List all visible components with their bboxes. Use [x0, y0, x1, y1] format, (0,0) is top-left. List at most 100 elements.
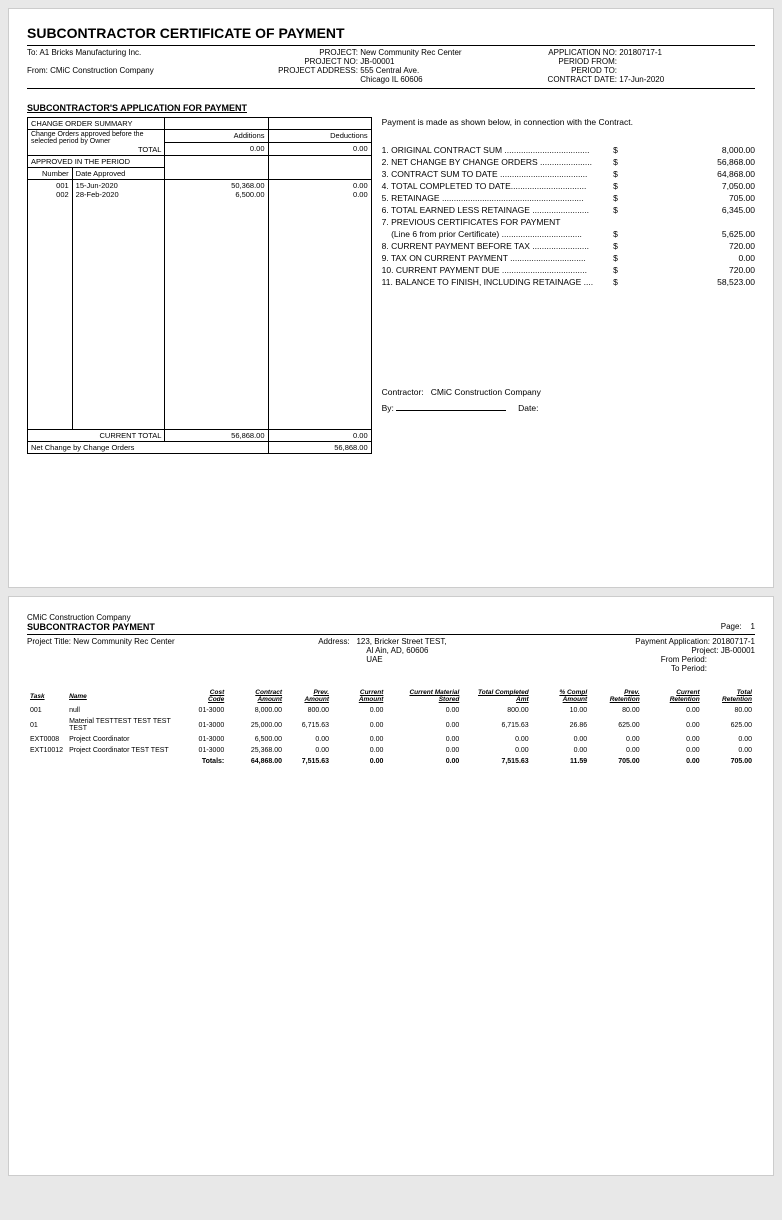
detail-col: Current Retention	[643, 687, 703, 705]
date-label: Date:	[518, 403, 538, 413]
detail-col: Task	[27, 687, 66, 705]
detail-col: Prev. Amount	[285, 687, 332, 705]
detail-row: EXT10012Project Coordinator TEST TEST01-…	[27, 745, 755, 756]
pay-line-label: 6. TOTAL EARNED LESS RETAINAGE .........…	[382, 205, 613, 215]
contract-date-label: CONTRACT DATE:	[522, 75, 617, 84]
pay-intro: Payment is made as shown below, in conne…	[382, 117, 755, 127]
approved-period-label: APPROVED IN THE PERIOD	[28, 156, 165, 168]
address-label: PROJECT ADDRESS:	[260, 66, 358, 75]
period-from-label: PERIOD FROM:	[522, 57, 617, 66]
p2-company: CMiC Construction Company	[27, 613, 755, 622]
p2-address-label: Address:	[318, 637, 350, 646]
period-to-label: PERIOD TO:	[522, 66, 617, 75]
pay-app-value: 20180717-1	[712, 637, 755, 646]
detail-col: Name	[66, 687, 189, 705]
pay-line-label: 2. NET CHANGE BY CHANGE ORDERS .........…	[382, 157, 613, 167]
to-label: To:	[27, 48, 38, 57]
pay-line-label: 8. CURRENT PAYMENT BEFORE TAX ..........…	[382, 241, 613, 251]
p2-address3: UAE	[366, 655, 382, 664]
pay-line-amount	[632, 217, 755, 227]
pay-app-label: Payment Application:	[635, 637, 710, 646]
net-change-value: 56,868.00	[268, 442, 371, 454]
page-label: Page:	[721, 622, 742, 631]
contractor-value: CMiC Construction Company	[431, 387, 541, 397]
current-total-add: 56,868.00	[165, 430, 268, 442]
p2-title: SUBCONTRACTOR PAYMENT	[27, 622, 155, 632]
detail-col: Total Retention	[703, 687, 755, 705]
co-prev-label: Change Orders approved before the select…	[31, 131, 161, 145]
pay-line-amount: 56,868.00	[632, 157, 755, 167]
app-no-label: APPLICATION NO:	[522, 48, 617, 57]
pay-line-amount: 8,000.00	[632, 145, 755, 155]
sub-header: SUBCONTRACTOR'S APPLICATION FOR PAYMENT	[27, 103, 755, 113]
pay-line-amount: 5,625.00	[632, 229, 755, 239]
detail-row: EXT0008Project Coordinator01-30006,500.0…	[27, 734, 755, 745]
pay-line-amount: 0.00	[632, 253, 755, 263]
additions-label: Additions	[165, 130, 268, 143]
co-prev-add: 0.00	[165, 143, 268, 156]
co-summary-label: CHANGE ORDER SUMMARY	[28, 118, 165, 130]
pay-line-label: 10. CURRENT PAYMENT DUE ................…	[382, 265, 613, 275]
pay-line-amount: 720.00	[632, 265, 755, 275]
from-value: CMiC Construction Company	[50, 66, 154, 75]
doc-title: SUBCONTRACTOR CERTIFICATE OF PAYMENT	[27, 25, 755, 41]
current-total-ded: 0.00	[268, 430, 371, 442]
app-no-value: 20180717-1	[619, 48, 662, 57]
co-numbers: 001002	[28, 180, 73, 430]
to-period-label: To Period:	[671, 664, 707, 673]
p2-project-value: JB-00001	[721, 646, 755, 655]
pay-line-label: (Line 6 from prior Certificate) ........…	[382, 229, 613, 239]
pay-line-label: 5. RETAINAGE ...........................…	[382, 193, 613, 203]
detail-row: 01Material TESTTEST TEST TEST TEST01-300…	[27, 716, 755, 734]
payment-lines: 1. ORIGINAL CONTRACT SUM ...............…	[382, 145, 755, 287]
co-additions: 50,368.006,500.00	[165, 180, 268, 430]
totals-row: Totals:64,868.007,515.630.000.007,515.63…	[27, 756, 755, 767]
net-change-label: Net Change by Change Orders	[28, 442, 269, 454]
page-no: 1	[751, 622, 755, 631]
date-approved-label: Date Approved	[72, 168, 165, 180]
p2-project-label: Project:	[691, 646, 718, 655]
pay-line-amount: 6,345.00	[632, 205, 755, 215]
detail-col: Current Amount	[332, 687, 386, 705]
detail-col: Prev. Retention	[590, 687, 642, 705]
pay-line-amount: 64,868.00	[632, 169, 755, 179]
contractor-label: Contractor:	[382, 387, 424, 397]
proj-title-value: New Community Rec Center	[73, 637, 174, 646]
co-prev-ded: 0.00	[268, 143, 371, 156]
deductions-label: Deductions	[268, 130, 371, 143]
address2: Chicago IL 60606	[360, 75, 422, 84]
by-label: By:	[382, 403, 394, 413]
project-no-value: JB-00001	[360, 57, 394, 66]
to-value: A1 Bricks Manufacturing Inc.	[39, 48, 141, 57]
pay-line-label: 1. ORIGINAL CONTRACT SUM ...............…	[382, 145, 613, 155]
detail-col: Current Material Stored	[386, 687, 462, 705]
detail-col: Cost Code	[189, 687, 227, 705]
address1: 555 Central Ave.	[360, 66, 419, 75]
pay-line-label: 7. PREVIOUS CERTIFICATES FOR PAYMENT	[382, 217, 613, 227]
from-label: From:	[27, 66, 48, 75]
page-1: SUBCONTRACTOR CERTIFICATE OF PAYMENT To:…	[8, 8, 774, 588]
pay-line-amount: 58,523.00	[632, 277, 755, 287]
pay-line-label: 4. TOTAL COMPLETED TO DATE..............…	[382, 181, 613, 191]
detail-col: % Compl Amount	[532, 687, 591, 705]
co-dates: 15-Jun-202028-Feb-2020	[72, 180, 165, 430]
detail-header: TaskNameCost CodeContract AmountPrev. Am…	[27, 687, 755, 705]
pay-line-label: 11. BALANCE TO FINISH, INCLUDING RETAINA…	[382, 277, 613, 287]
pay-line-label: 9. TAX ON CURRENT PAYMENT ..............…	[382, 253, 613, 263]
pay-line-amount: 720.00	[632, 241, 755, 251]
detail-col: Contract Amount	[227, 687, 285, 705]
current-total-label: CURRENT TOTAL	[28, 430, 165, 442]
pay-line-label: 3. CONTRACT SUM TO DATE ................…	[382, 169, 613, 179]
co-deductions: 0.000.00	[268, 180, 371, 430]
detail-col: Total Completed Amt	[462, 687, 531, 705]
contract-date-value: 17-Jun-2020	[619, 75, 664, 84]
detail-table: TaskNameCost CodeContract AmountPrev. Am…	[27, 687, 755, 767]
proj-title-label: Project Title:	[27, 637, 71, 646]
p2-address1: 123, Bricker Street TEST,	[356, 637, 446, 646]
number-label: Number	[28, 168, 73, 180]
detail-row: 001null01-30008,000.00800.000.000.00800.…	[27, 705, 755, 716]
change-order-table: CHANGE ORDER SUMMARY Change Orders appro…	[27, 117, 372, 454]
from-period-label: From Period:	[661, 655, 707, 664]
page-2: CMiC Construction Company SUBCONTRACTOR …	[8, 596, 774, 1176]
p2-address2: Al Ain, AD, 60606	[366, 646, 428, 655]
